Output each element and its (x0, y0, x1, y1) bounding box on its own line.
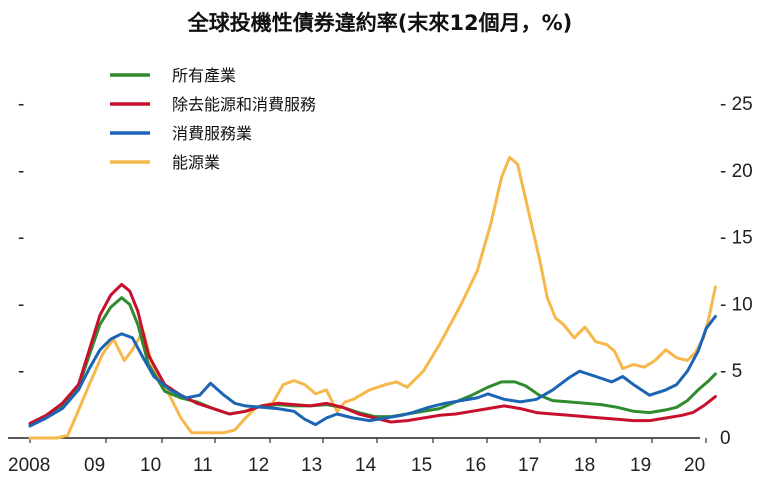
y-right-tick-label: - 20 (720, 161, 753, 182)
series-line-3 (28, 314, 717, 428)
y-right-tick-label: - 5 (720, 361, 742, 382)
series-line-2 (28, 282, 717, 425)
y-left-tick-mark: - (18, 361, 24, 382)
x-tick-label: 17 (518, 455, 539, 476)
x-tick-label: 14 (355, 455, 377, 476)
y-right-tick-label: 0 (720, 428, 731, 449)
y-right-tick-label: - 15 (720, 228, 753, 249)
x-tick-label: 13 (301, 455, 322, 476)
legend-label: 所有產業 (172, 66, 236, 85)
x-tick-label: 09 (84, 455, 105, 476)
x-tick-label: 19 (630, 455, 651, 476)
x-tick-label: 15 (411, 455, 432, 476)
y-left-tick-mark: - (18, 161, 24, 182)
series-lines (28, 155, 717, 440)
axes: 2008 09 10 11 12 13 14 15 16 17 18 19 20 0 - 5 - 10 - 15… (8, 94, 753, 476)
x-tick-label: 12 (248, 455, 269, 476)
x-tick-label: 2008 (8, 455, 50, 476)
y-right-tick-label: - 10 (720, 294, 753, 315)
legend-label: 能源業 (172, 153, 220, 172)
legend-label: 除去能源和消費服務 (172, 95, 316, 114)
y-left-tick-mark: - (18, 294, 24, 315)
x-tick-label: 11 (193, 455, 213, 476)
y-right-tick-label: - 25 (720, 94, 753, 115)
y-left-tick-mark: - (18, 94, 24, 115)
series-line-1 (28, 296, 717, 427)
x-tick-label: 16 (465, 455, 486, 476)
legend-label: 消費服務業 (172, 124, 252, 143)
x-tick-label: 10 (140, 455, 161, 476)
y-left-tick-mark: - (18, 228, 24, 249)
chart-title: 全球投機性債券違約率(末來12個月，%) (187, 11, 572, 35)
x-tick-label: 20 (684, 455, 705, 476)
x-tick-label: 18 (574, 455, 595, 476)
